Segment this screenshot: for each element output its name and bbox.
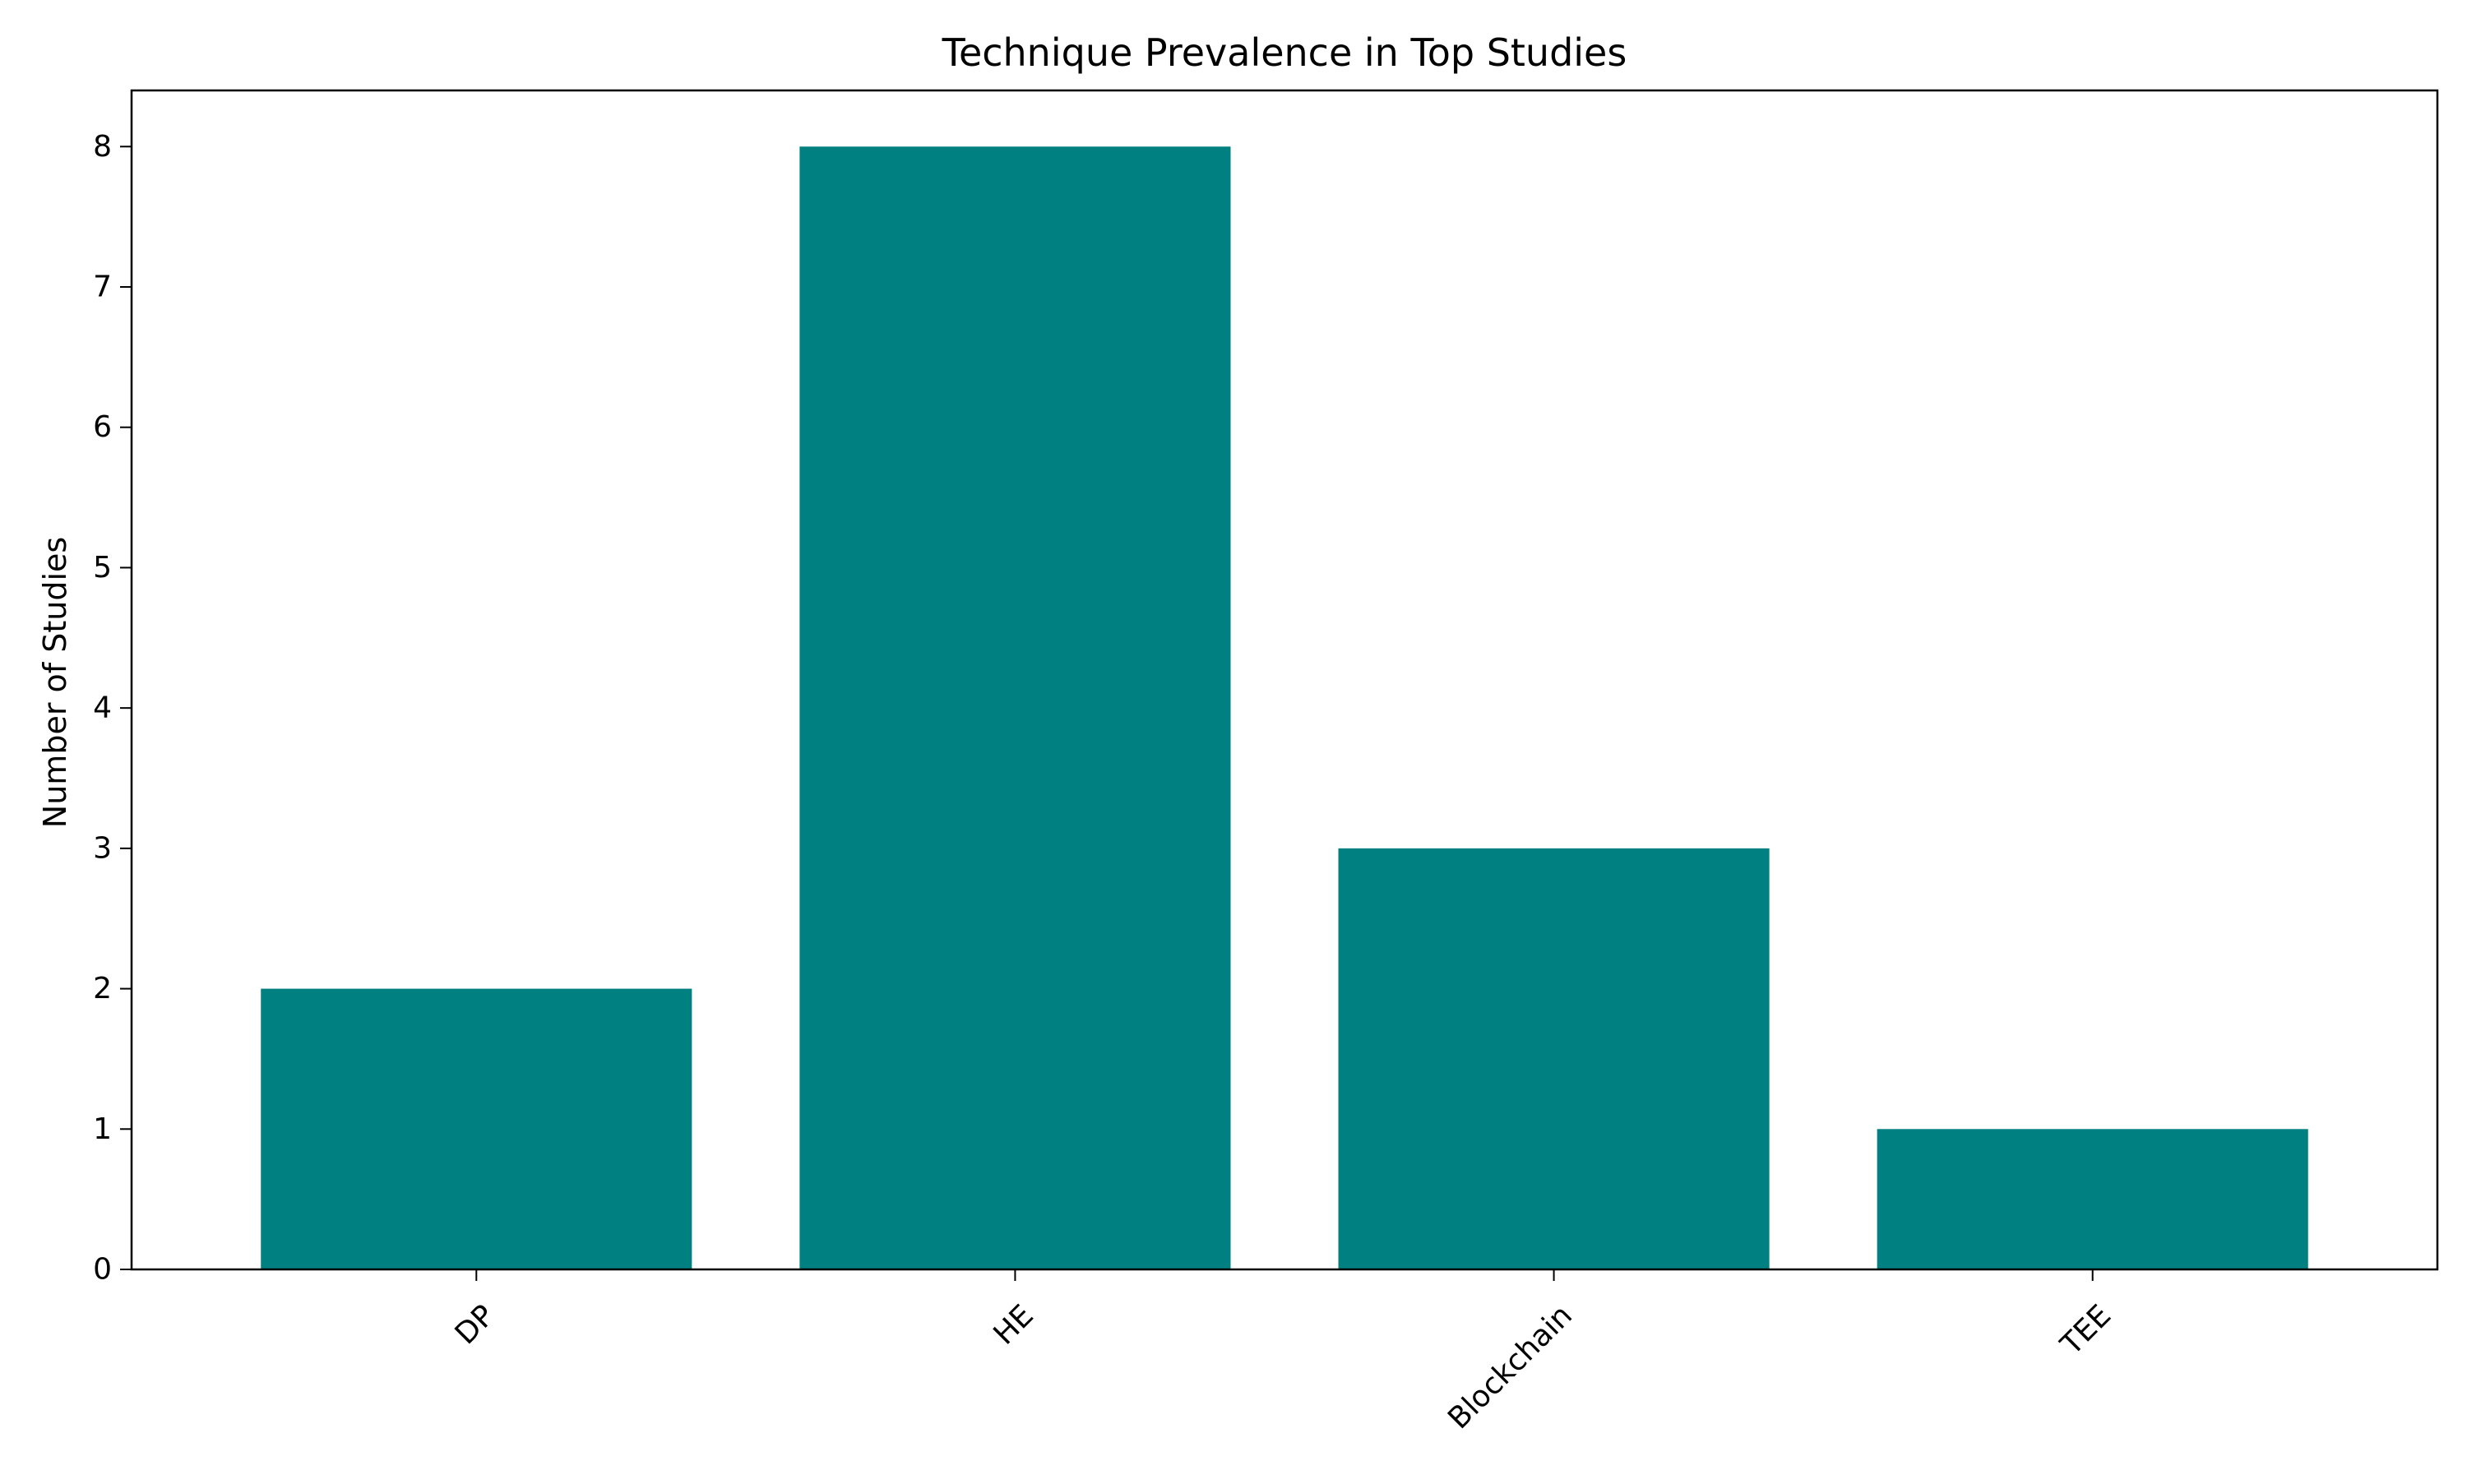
bar-dp [261, 988, 692, 1269]
y-tick-label: 3 [93, 831, 112, 865]
y-axis-label: Number of Studies [37, 537, 73, 828]
y-tick-label: 1 [93, 1112, 112, 1146]
y-tick-label: 4 [93, 691, 112, 725]
y-tick-label: 8 [93, 130, 112, 164]
y-axis-ticks: 0 1 2 3 4 5 6 7 8 [93, 130, 132, 1287]
plot-frame [130, 89, 2439, 1271]
y-tick-label: 5 [93, 551, 112, 585]
y-tick-label: 2 [93, 972, 112, 1006]
y-tick-label: 7 [93, 270, 112, 304]
bar-tee [1877, 1129, 2308, 1269]
bar-he [799, 146, 1231, 1269]
bars-group [261, 146, 2308, 1269]
y-tick-label: 0 [93, 1253, 112, 1287]
y-tick-label: 6 [93, 410, 112, 444]
chart-title: Technique Prevalence in Top Studies [942, 30, 1627, 75]
bar-blockchain [1338, 848, 1770, 1269]
